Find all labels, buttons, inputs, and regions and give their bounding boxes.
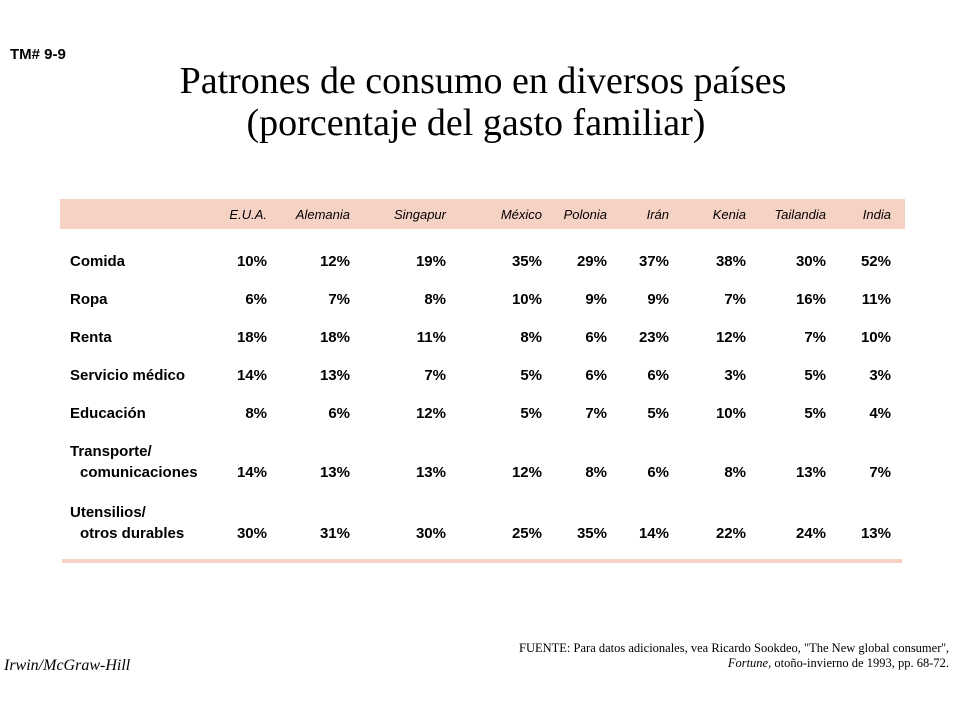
table-cell: 13% [319, 464, 350, 481]
row-label: Transporte/comunicaciones [70, 441, 198, 483]
row-label-line1: Transporte/ [70, 443, 152, 460]
table-cell: 12% [319, 253, 350, 270]
table-cell: 3% [724, 367, 746, 384]
table-cell: 6% [585, 329, 607, 346]
table-cell: 13% [415, 464, 446, 481]
table-cell: 30% [236, 525, 267, 542]
title-line-1: Patrones de consumo en diversos países [179, 60, 787, 102]
page-title: Patrones de consumo en diversos países (… [0, 60, 960, 144]
table-cell: 6% [647, 464, 669, 481]
source-prefix: FUENTE: Para datos adicionales, vea Rica… [519, 641, 949, 655]
column-header: Tailandia [774, 207, 826, 222]
slide-tag: TM# 9-9 [10, 46, 66, 63]
table-cell: 10% [236, 253, 267, 270]
column-header: Alemania [295, 207, 350, 222]
source-journal: Fortune [727, 656, 769, 670]
table-cell: 52% [860, 253, 891, 270]
table-cell: 24% [795, 525, 826, 542]
table-cell: 7% [585, 405, 607, 422]
source-suffix: , otoño-invierno de 1993, pp. 68-72. [768, 656, 949, 670]
table-cell: 5% [804, 405, 826, 422]
table-cell: 13% [860, 525, 891, 542]
table-cell: 6% [245, 291, 267, 308]
row-label: Servicio médico [70, 365, 185, 386]
row-label-line1: Comida [70, 253, 126, 270]
table-cell: 12% [715, 329, 746, 346]
table-cell: 11% [416, 329, 446, 346]
table-cell: 7% [804, 329, 826, 346]
table-cell: 19% [415, 253, 446, 270]
table-cell: 35% [576, 525, 607, 542]
row-label-line1: Utensilios/ [70, 504, 146, 521]
row-label: Comida [70, 251, 125, 272]
table-cell: 8% [724, 464, 746, 481]
table-cell: 18% [319, 329, 350, 346]
table-cell: 5% [520, 367, 542, 384]
table-cell: 5% [804, 367, 826, 384]
table-cell: 10% [511, 291, 542, 308]
table-bottom-rule [62, 559, 902, 563]
row-label-line1: Renta [70, 329, 112, 346]
table-cell: 29% [576, 253, 607, 270]
table-cell: 37% [638, 253, 669, 270]
row-label-line1: Educación [70, 405, 146, 422]
source-note: FUENTE: Para datos adicionales, vea Rica… [489, 641, 949, 671]
table-cell: 4% [869, 405, 891, 422]
table-cell: 12% [415, 405, 446, 422]
table-cell: 11% [861, 291, 891, 308]
column-header: India [862, 207, 891, 222]
row-label-line1: Servicio médico [70, 367, 186, 384]
column-header: Singapur [393, 207, 446, 222]
table-cell: 14% [236, 367, 267, 384]
table-cell: 3% [869, 367, 891, 384]
table-cell: 14% [236, 464, 267, 481]
table-cell: 22% [715, 525, 746, 542]
row-label-line1: Ropa [70, 291, 108, 308]
table-cell: 7% [424, 367, 446, 384]
column-header: Polonia [563, 207, 607, 222]
row-label: Educación [70, 403, 146, 424]
table-cell: 23% [638, 329, 669, 346]
table-cell: 8% [245, 405, 267, 422]
table-cell: 38% [715, 253, 746, 270]
row-label: Ropa [70, 289, 108, 310]
title-line-2: (porcentaje del gasto familiar) [246, 102, 706, 144]
table-cell: 16% [795, 291, 826, 308]
table-cell: 7% [328, 291, 350, 308]
table-cell: 6% [647, 367, 669, 384]
table-header-band [60, 199, 905, 229]
table-cell: 35% [511, 253, 542, 270]
table-cell: 6% [585, 367, 607, 384]
table-cell: 13% [319, 367, 350, 384]
table-cell: 14% [638, 525, 669, 542]
table-cell: 10% [715, 405, 746, 422]
table-cell: 8% [520, 329, 542, 346]
column-header: Kenia [712, 207, 746, 222]
table-cell: 25% [511, 525, 542, 542]
table-cell: 6% [328, 405, 350, 422]
table-cell: 12% [511, 464, 542, 481]
table-cell: 13% [795, 464, 826, 481]
table-cell: 8% [585, 464, 607, 481]
column-header: E.U.A. [229, 207, 267, 222]
table-cell: 7% [869, 464, 891, 481]
table-cell: 8% [424, 291, 446, 308]
column-header: México [500, 207, 542, 222]
row-label: Renta [70, 327, 112, 348]
table-cell: 10% [860, 329, 891, 346]
table-cell: 31% [319, 525, 350, 542]
row-label-line2: comunicaciones [80, 464, 198, 481]
table-cell: 30% [795, 253, 826, 270]
row-label-line2: otros durables [80, 525, 185, 542]
table-cell: 5% [520, 405, 542, 422]
table-cell: 18% [236, 329, 267, 346]
row-label: Utensilios/otros durables [70, 502, 184, 544]
table-cell: 30% [415, 525, 446, 542]
table-cell: 9% [647, 291, 669, 308]
publisher-credit: Irwin/McGraw-Hill [4, 657, 131, 674]
table-cell: 5% [647, 405, 669, 422]
column-header: Irán [646, 207, 669, 222]
table-cell: 7% [724, 291, 746, 308]
table-cell: 9% [585, 291, 607, 308]
